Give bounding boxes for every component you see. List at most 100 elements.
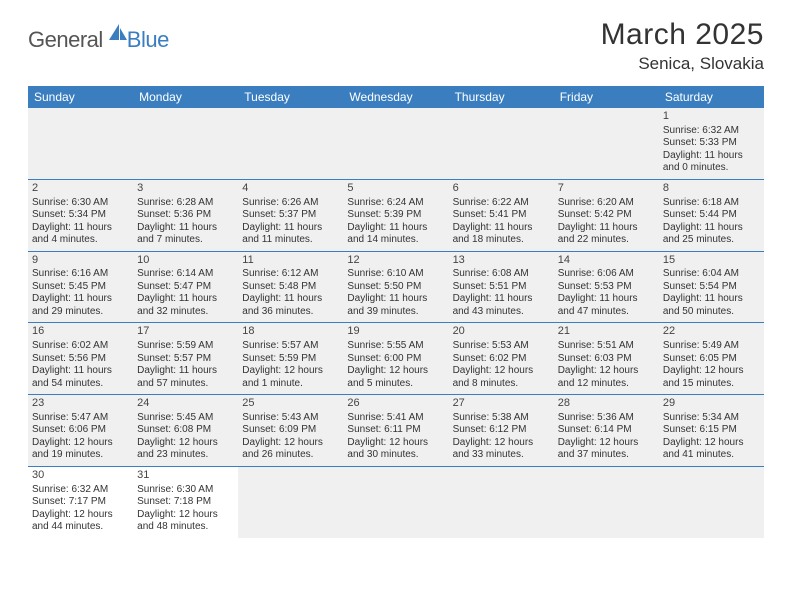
day-number: 5: [347, 182, 444, 196]
daylight-line: Daylight: 11 hours and 57 minutes.: [137, 365, 234, 390]
sail-icon: [107, 22, 129, 47]
sunset-line: Sunset: 6:15 PM: [663, 424, 760, 437]
sunset-line: Sunset: 5:47 PM: [137, 281, 234, 294]
calendar-cell: 31Sunrise: 6:30 AMSunset: 7:18 PMDayligh…: [133, 466, 238, 537]
sunrise-line: Sunrise: 6:04 AM: [663, 268, 760, 281]
sunset-line: Sunset: 6:02 PM: [453, 353, 550, 366]
sunset-line: Sunset: 5:56 PM: [32, 353, 129, 366]
daylight-line: Daylight: 12 hours and 41 minutes.: [663, 437, 760, 462]
sunrise-line: Sunrise: 6:26 AM: [242, 197, 339, 210]
weekday-header: Wednesday: [343, 86, 448, 108]
day-number: 14: [558, 254, 655, 268]
title-block: March 2025 Senica, Slovakia: [601, 18, 764, 74]
sunset-line: Sunset: 7:17 PM: [32, 496, 129, 509]
day-number: 8: [663, 182, 760, 196]
daylight-line: Daylight: 11 hours and 25 minutes.: [663, 222, 760, 247]
daylight-line: Daylight: 11 hours and 14 minutes.: [347, 222, 444, 247]
day-number: 7: [558, 182, 655, 196]
sunset-line: Sunset: 5:34 PM: [32, 209, 129, 222]
day-number: 1: [663, 110, 760, 124]
daylight-line: Daylight: 11 hours and 22 minutes.: [558, 222, 655, 247]
calendar-cell: 20Sunrise: 5:53 AMSunset: 6:02 PMDayligh…: [449, 323, 554, 395]
sunset-line: Sunset: 6:14 PM: [558, 424, 655, 437]
calendar-cell: 3Sunrise: 6:28 AMSunset: 5:36 PMDaylight…: [133, 179, 238, 251]
sunrise-line: Sunrise: 6:16 AM: [32, 268, 129, 281]
sunset-line: Sunset: 5:39 PM: [347, 209, 444, 222]
calendar-cell: 22Sunrise: 5:49 AMSunset: 6:05 PMDayligh…: [659, 323, 764, 395]
day-number: 31: [137, 469, 234, 483]
logo: General Blue: [28, 18, 169, 57]
daylight-line: Daylight: 12 hours and 12 minutes.: [558, 365, 655, 390]
calendar-cell: 29Sunrise: 5:34 AMSunset: 6:15 PMDayligh…: [659, 395, 764, 467]
day-number: 2: [32, 182, 129, 196]
sunrise-line: Sunrise: 6:06 AM: [558, 268, 655, 281]
day-number: 4: [242, 182, 339, 196]
daylight-line: Daylight: 11 hours and 11 minutes.: [242, 222, 339, 247]
sunset-line: Sunset: 5:42 PM: [558, 209, 655, 222]
sunrise-line: Sunrise: 6:22 AM: [453, 197, 550, 210]
sunrise-line: Sunrise: 5:57 AM: [242, 340, 339, 353]
sunrise-line: Sunrise: 6:20 AM: [558, 197, 655, 210]
sunrise-line: Sunrise: 5:45 AM: [137, 412, 234, 425]
sunset-line: Sunset: 6:12 PM: [453, 424, 550, 437]
day-number: 18: [242, 325, 339, 339]
sunrise-line: Sunrise: 5:49 AM: [663, 340, 760, 353]
sunset-line: Sunset: 5:51 PM: [453, 281, 550, 294]
sunrise-line: Sunrise: 6:08 AM: [453, 268, 550, 281]
calendar-header-row: SundayMondayTuesdayWednesdayThursdayFrid…: [28, 86, 764, 108]
day-number: 30: [32, 469, 129, 483]
day-number: 11: [242, 254, 339, 268]
calendar-cell: 2Sunrise: 6:30 AMSunset: 5:34 PMDaylight…: [28, 179, 133, 251]
calendar-cell: [238, 108, 343, 179]
daylight-line: Daylight: 11 hours and 18 minutes.: [453, 222, 550, 247]
sunset-line: Sunset: 5:36 PM: [137, 209, 234, 222]
calendar-cell: [343, 466, 448, 537]
calendar-cell: [28, 108, 133, 179]
sunset-line: Sunset: 6:03 PM: [558, 353, 655, 366]
calendar-cell: 6Sunrise: 6:22 AMSunset: 5:41 PMDaylight…: [449, 179, 554, 251]
day-number: 25: [242, 397, 339, 411]
calendar-cell: 13Sunrise: 6:08 AMSunset: 5:51 PMDayligh…: [449, 251, 554, 323]
calendar-cell: [449, 108, 554, 179]
calendar-table: SundayMondayTuesdayWednesdayThursdayFrid…: [28, 86, 764, 538]
sunset-line: Sunset: 5:48 PM: [242, 281, 339, 294]
sunrise-line: Sunrise: 5:38 AM: [453, 412, 550, 425]
daylight-line: Daylight: 12 hours and 33 minutes.: [453, 437, 550, 462]
calendar-cell: 26Sunrise: 5:41 AMSunset: 6:11 PMDayligh…: [343, 395, 448, 467]
sunrise-line: Sunrise: 6:12 AM: [242, 268, 339, 281]
calendar-row: 2Sunrise: 6:30 AMSunset: 5:34 PMDaylight…: [28, 179, 764, 251]
calendar-cell: [554, 466, 659, 537]
day-number: 20: [453, 325, 550, 339]
sunrise-line: Sunrise: 5:36 AM: [558, 412, 655, 425]
sunset-line: Sunset: 5:53 PM: [558, 281, 655, 294]
calendar-cell: [343, 108, 448, 179]
daylight-line: Daylight: 12 hours and 26 minutes.: [242, 437, 339, 462]
day-number: 12: [347, 254, 444, 268]
calendar-cell: 11Sunrise: 6:12 AMSunset: 5:48 PMDayligh…: [238, 251, 343, 323]
logo-text-blue: Blue: [127, 27, 169, 53]
sunrise-line: Sunrise: 5:53 AM: [453, 340, 550, 353]
calendar-row: 1Sunrise: 6:32 AMSunset: 5:33 PMDaylight…: [28, 108, 764, 179]
weekday-header: Monday: [133, 86, 238, 108]
daylight-line: Daylight: 12 hours and 5 minutes.: [347, 365, 444, 390]
day-number: 9: [32, 254, 129, 268]
page-header: General Blue March 2025 Senica, Slovakia: [28, 18, 764, 74]
sunrise-line: Sunrise: 5:34 AM: [663, 412, 760, 425]
sunrise-line: Sunrise: 5:41 AM: [347, 412, 444, 425]
day-number: 13: [453, 254, 550, 268]
calendar-cell: 18Sunrise: 5:57 AMSunset: 5:59 PMDayligh…: [238, 323, 343, 395]
sunrise-line: Sunrise: 5:59 AM: [137, 340, 234, 353]
sunrise-line: Sunrise: 6:14 AM: [137, 268, 234, 281]
calendar-cell: 10Sunrise: 6:14 AMSunset: 5:47 PMDayligh…: [133, 251, 238, 323]
calendar-cell: 15Sunrise: 6:04 AMSunset: 5:54 PMDayligh…: [659, 251, 764, 323]
calendar-cell: 14Sunrise: 6:06 AMSunset: 5:53 PMDayligh…: [554, 251, 659, 323]
calendar-cell: [133, 108, 238, 179]
calendar-cell: [238, 466, 343, 537]
calendar-cell: 16Sunrise: 6:02 AMSunset: 5:56 PMDayligh…: [28, 323, 133, 395]
sunset-line: Sunset: 5:50 PM: [347, 281, 444, 294]
daylight-line: Daylight: 12 hours and 48 minutes.: [137, 509, 234, 534]
daylight-line: Daylight: 11 hours and 7 minutes.: [137, 222, 234, 247]
calendar-row: 16Sunrise: 6:02 AMSunset: 5:56 PMDayligh…: [28, 323, 764, 395]
day-number: 3: [137, 182, 234, 196]
sunset-line: Sunset: 5:45 PM: [32, 281, 129, 294]
